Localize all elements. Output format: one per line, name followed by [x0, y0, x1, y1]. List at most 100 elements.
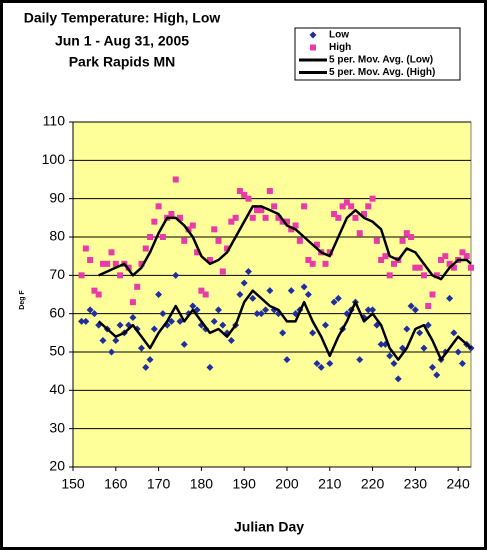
- legend-label: High: [329, 42, 351, 53]
- point: [365, 203, 372, 210]
- point: [420, 272, 427, 279]
- point: [172, 271, 180, 279]
- y-tick-label: 110: [43, 113, 66, 129]
- point: [172, 176, 179, 183]
- point: [403, 230, 410, 237]
- point: [249, 294, 257, 302]
- point: [313, 360, 321, 367]
- point: [129, 314, 137, 321]
- point: [129, 299, 136, 306]
- point: [326, 360, 334, 367]
- point: [146, 356, 154, 364]
- point: [82, 317, 90, 325]
- point: [446, 294, 454, 302]
- point: [90, 310, 98, 318]
- x-tick-label: 160: [104, 476, 128, 492]
- point: [168, 211, 175, 217]
- plot-area: [72, 121, 472, 468]
- point: [262, 214, 269, 221]
- point: [99, 337, 107, 344]
- point: [91, 287, 98, 294]
- point: [266, 188, 273, 194]
- point: [296, 237, 303, 244]
- point: [378, 257, 385, 263]
- point: [386, 352, 394, 360]
- y-tick-label: 70: [49, 266, 65, 282]
- y-tick-label: 90: [49, 189, 65, 205]
- point: [227, 337, 235, 344]
- point: [390, 360, 398, 367]
- legend-label: 5 per. Mov. Avg. (Low): [329, 55, 433, 66]
- point: [424, 321, 432, 329]
- point: [433, 371, 441, 379]
- point: [151, 218, 158, 225]
- point: [150, 325, 158, 333]
- point: [228, 218, 235, 225]
- y-tick-label: 40: [49, 381, 65, 397]
- point: [279, 329, 287, 337]
- point: [450, 329, 458, 337]
- point: [137, 344, 145, 352]
- point: [249, 214, 256, 221]
- point: [232, 214, 239, 221]
- point: [245, 195, 252, 202]
- point: [210, 317, 218, 325]
- point: [411, 306, 419, 314]
- point: [211, 226, 218, 233]
- chart-title: Park Rapids MN: [69, 54, 176, 70]
- legend-label: Low: [329, 30, 349, 41]
- legend-marker: [310, 44, 316, 51]
- point: [215, 237, 222, 244]
- point: [283, 218, 290, 225]
- x-tick-label: 210: [318, 476, 342, 492]
- point: [95, 291, 102, 298]
- y-axis-label: Deg F: [19, 290, 26, 310]
- point: [407, 302, 415, 310]
- point: [454, 348, 462, 356]
- point: [244, 268, 252, 275]
- point: [181, 237, 188, 244]
- point: [304, 291, 312, 298]
- point: [254, 207, 261, 214]
- point: [236, 291, 244, 298]
- x-tick-label: 170: [147, 476, 171, 492]
- point: [240, 279, 248, 287]
- point: [206, 257, 213, 263]
- point: [373, 237, 380, 244]
- legend-marker: [309, 31, 317, 39]
- point: [219, 268, 226, 275]
- point: [348, 203, 355, 210]
- point: [352, 214, 359, 221]
- x-axis-label: Julian Day: [234, 519, 304, 535]
- y-tick-label: 100: [42, 151, 66, 167]
- point: [159, 310, 167, 318]
- point: [399, 237, 406, 244]
- point: [198, 287, 205, 294]
- point: [253, 310, 261, 318]
- point: [134, 283, 141, 290]
- point: [309, 329, 317, 337]
- point: [78, 272, 85, 279]
- point: [334, 294, 342, 302]
- point: [420, 344, 428, 352]
- x-tick-label: 190: [233, 476, 257, 492]
- point: [167, 317, 175, 325]
- point: [394, 375, 402, 383]
- point: [356, 230, 363, 237]
- point: [262, 306, 270, 314]
- point: [416, 329, 424, 337]
- point: [361, 211, 368, 217]
- point: [224, 245, 231, 252]
- point: [326, 249, 333, 256]
- point: [300, 283, 308, 291]
- point: [87, 257, 94, 263]
- point: [194, 249, 201, 256]
- point: [322, 260, 329, 267]
- point: [275, 214, 282, 221]
- y-tick-label: 60: [49, 304, 65, 320]
- point: [142, 245, 149, 252]
- chart-title: Daily Temperature: High, Low: [24, 10, 221, 26]
- point: [219, 321, 227, 329]
- point: [450, 264, 457, 271]
